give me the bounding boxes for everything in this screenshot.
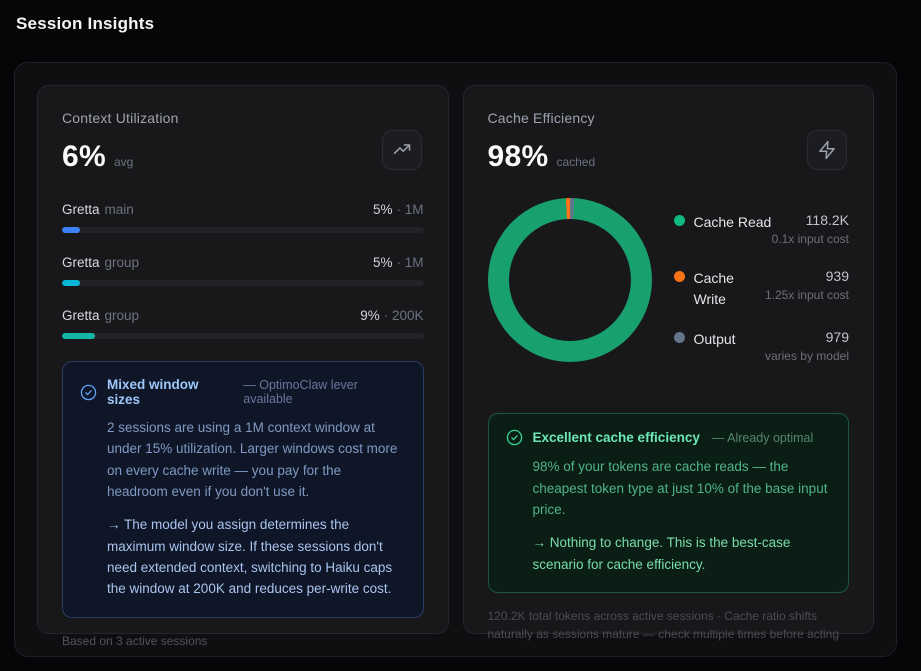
session-label: Gretta main [62,202,134,217]
output-value: 979 [825,328,849,345]
check-circle-icon [506,430,522,446]
output-note: varies by model [764,348,849,363]
session-row: Gretta group 9% · 200K [62,308,424,339]
context-stat-row: 6% avg [62,140,424,174]
legend-item-cache-read: Cache Read 118.2K 0.1x input cost [673,212,849,248]
lightning-button[interactable] [807,130,847,170]
cache-chart-area: Cache Read 118.2K 0.1x input cost Cache … [487,198,849,385]
cache-read-value: 118.2K [805,212,849,228]
callout-body: 2 sessions are using a 1M context window… [107,420,398,499]
page-title: Session Insights [16,14,155,33]
lightning-bolt-icon [819,140,835,160]
session-value: 9% · 200K [360,308,424,323]
session-row: Gretta main 5% · 1M [62,202,424,233]
callout-title: Mixed window sizes [107,377,199,407]
session-label: Gretta group [62,255,140,270]
trending-up-button[interactable] [381,130,422,170]
session-list: Gretta main 5% · 1M Gretta group 5% · 1M [62,202,424,339]
cache-efficiency-card: Cache Efficiency 98% cached Cache Read [462,85,874,641]
session-value: 5% · 1M [372,255,424,270]
utilization-bar [62,227,424,233]
cache-card-footer: 120.2K total tokens across active sessio… [487,609,840,642]
cache-legend: Cache Read 118.2K 0.1x input cost Cache … [673,198,849,385]
context-card-footer: Based on 3 active sessions [62,633,208,648]
callout-title: Excellent cache efficiency [532,430,700,446]
cache-read-note: 0.1x input cost [771,232,849,246]
callout-action: → Nothing to change. This is the best-ca… [532,535,791,572]
cache-write-note: 1.25x input cost [764,288,849,303]
session-label: Gretta group [62,308,140,323]
cache-write-value: 939 [825,268,849,285]
cache-card-title: Cache Efficiency [487,110,595,126]
callout-subtitle: — OptimoClaw lever available [243,378,358,406]
session-insights-panel: Context Utilization 6% avg Gretta main 5%… [14,62,897,657]
output-dot [673,331,685,343]
callout-subtitle: — Already optimal [711,430,814,445]
cache-write-dot [673,271,685,283]
cache-donut-chart [487,198,652,362]
context-card-title: Context Utilization [62,110,179,126]
cache-read-dot [673,215,685,226]
callout-action: → The model you assign determines the ma… [107,517,393,597]
utilization-bar [62,280,424,286]
legend-item-output: Output 979 varies by model [673,328,849,365]
cache-efficiency-callout: Excellent cache efficiency — Already opt… [487,413,849,594]
session-row: Gretta group 5% · 1M [62,255,424,286]
cache-stat: 98% [487,140,549,173]
session-value: 5% · 1M [372,202,424,217]
cache-stat-row: 98% cached [488,140,850,174]
callout-body: 98% of your tokens are cache reads — the… [532,459,828,518]
check-circle-icon [80,384,97,400]
trending-up-icon [393,144,410,155]
cache-stat-suffix: cached [556,155,596,169]
mixed-window-callout: Mixed window sizes — OptimoClaw lever av… [62,361,424,618]
context-avg-stat: 6% [62,140,106,173]
context-stat-suffix: avg [113,155,134,169]
legend-item-cache-write: Cache Write 939 1.25x input cost [673,268,849,309]
donut-hole [508,219,631,341]
utilization-bar [62,333,424,339]
context-utilization-card: Context Utilization 6% avg Gretta main 5%… [37,85,449,648]
